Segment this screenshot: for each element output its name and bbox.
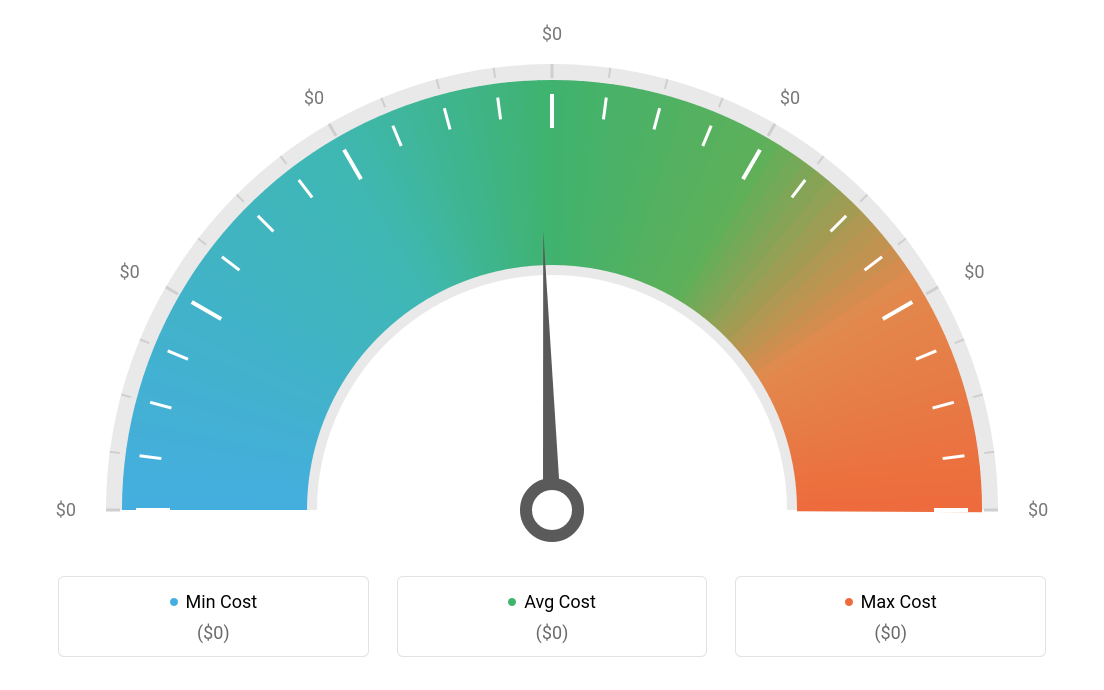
tick-label: $0 [780, 88, 800, 109]
legend-value-min: ($0) [69, 623, 358, 644]
legend-value-max: ($0) [746, 623, 1035, 644]
tick-label: $0 [56, 500, 76, 521]
legend-dot-min [170, 598, 178, 606]
gauge-cost-widget: $0 $0 $0 $0 $0 $0 $0 Min Cost ($0) Avg Cost ($… [0, 0, 1104, 690]
gauge-hub [526, 484, 578, 536]
legend-row: Min Cost ($0) Avg Cost ($0) Max Cost ($0… [30, 576, 1074, 657]
tick-label: $0 [120, 262, 140, 283]
legend-value-avg: ($0) [408, 623, 697, 644]
legend-label-min: Min Cost [186, 592, 258, 613]
legend-dot-avg [508, 598, 516, 606]
tick-label: $0 [542, 24, 562, 45]
tick-minor-outer [110, 452, 120, 453]
legend-title-max: Max Cost [845, 592, 937, 613]
legend-label-max: Max Cost [861, 592, 937, 613]
legend-title-avg: Avg Cost [508, 592, 596, 613]
tick-label: $0 [964, 262, 984, 283]
tick-minor-outer [494, 68, 495, 78]
legend-card-max: Max Cost ($0) [735, 576, 1046, 657]
tick-minor-outer [984, 452, 994, 453]
gauge-svg: $0 $0 $0 $0 $0 $0 $0 [30, 10, 1074, 570]
gauge-chart: $0 $0 $0 $0 $0 $0 $0 [30, 10, 1074, 570]
legend-card-avg: Avg Cost ($0) [397, 576, 708, 657]
tick-minor-outer [609, 68, 610, 78]
legend-card-min: Min Cost ($0) [58, 576, 369, 657]
legend-dot-max [845, 598, 853, 606]
legend-label-avg: Avg Cost [524, 592, 596, 613]
tick-label: $0 [1028, 500, 1048, 521]
tick-label: $0 [304, 88, 324, 109]
legend-title-min: Min Cost [170, 592, 258, 613]
